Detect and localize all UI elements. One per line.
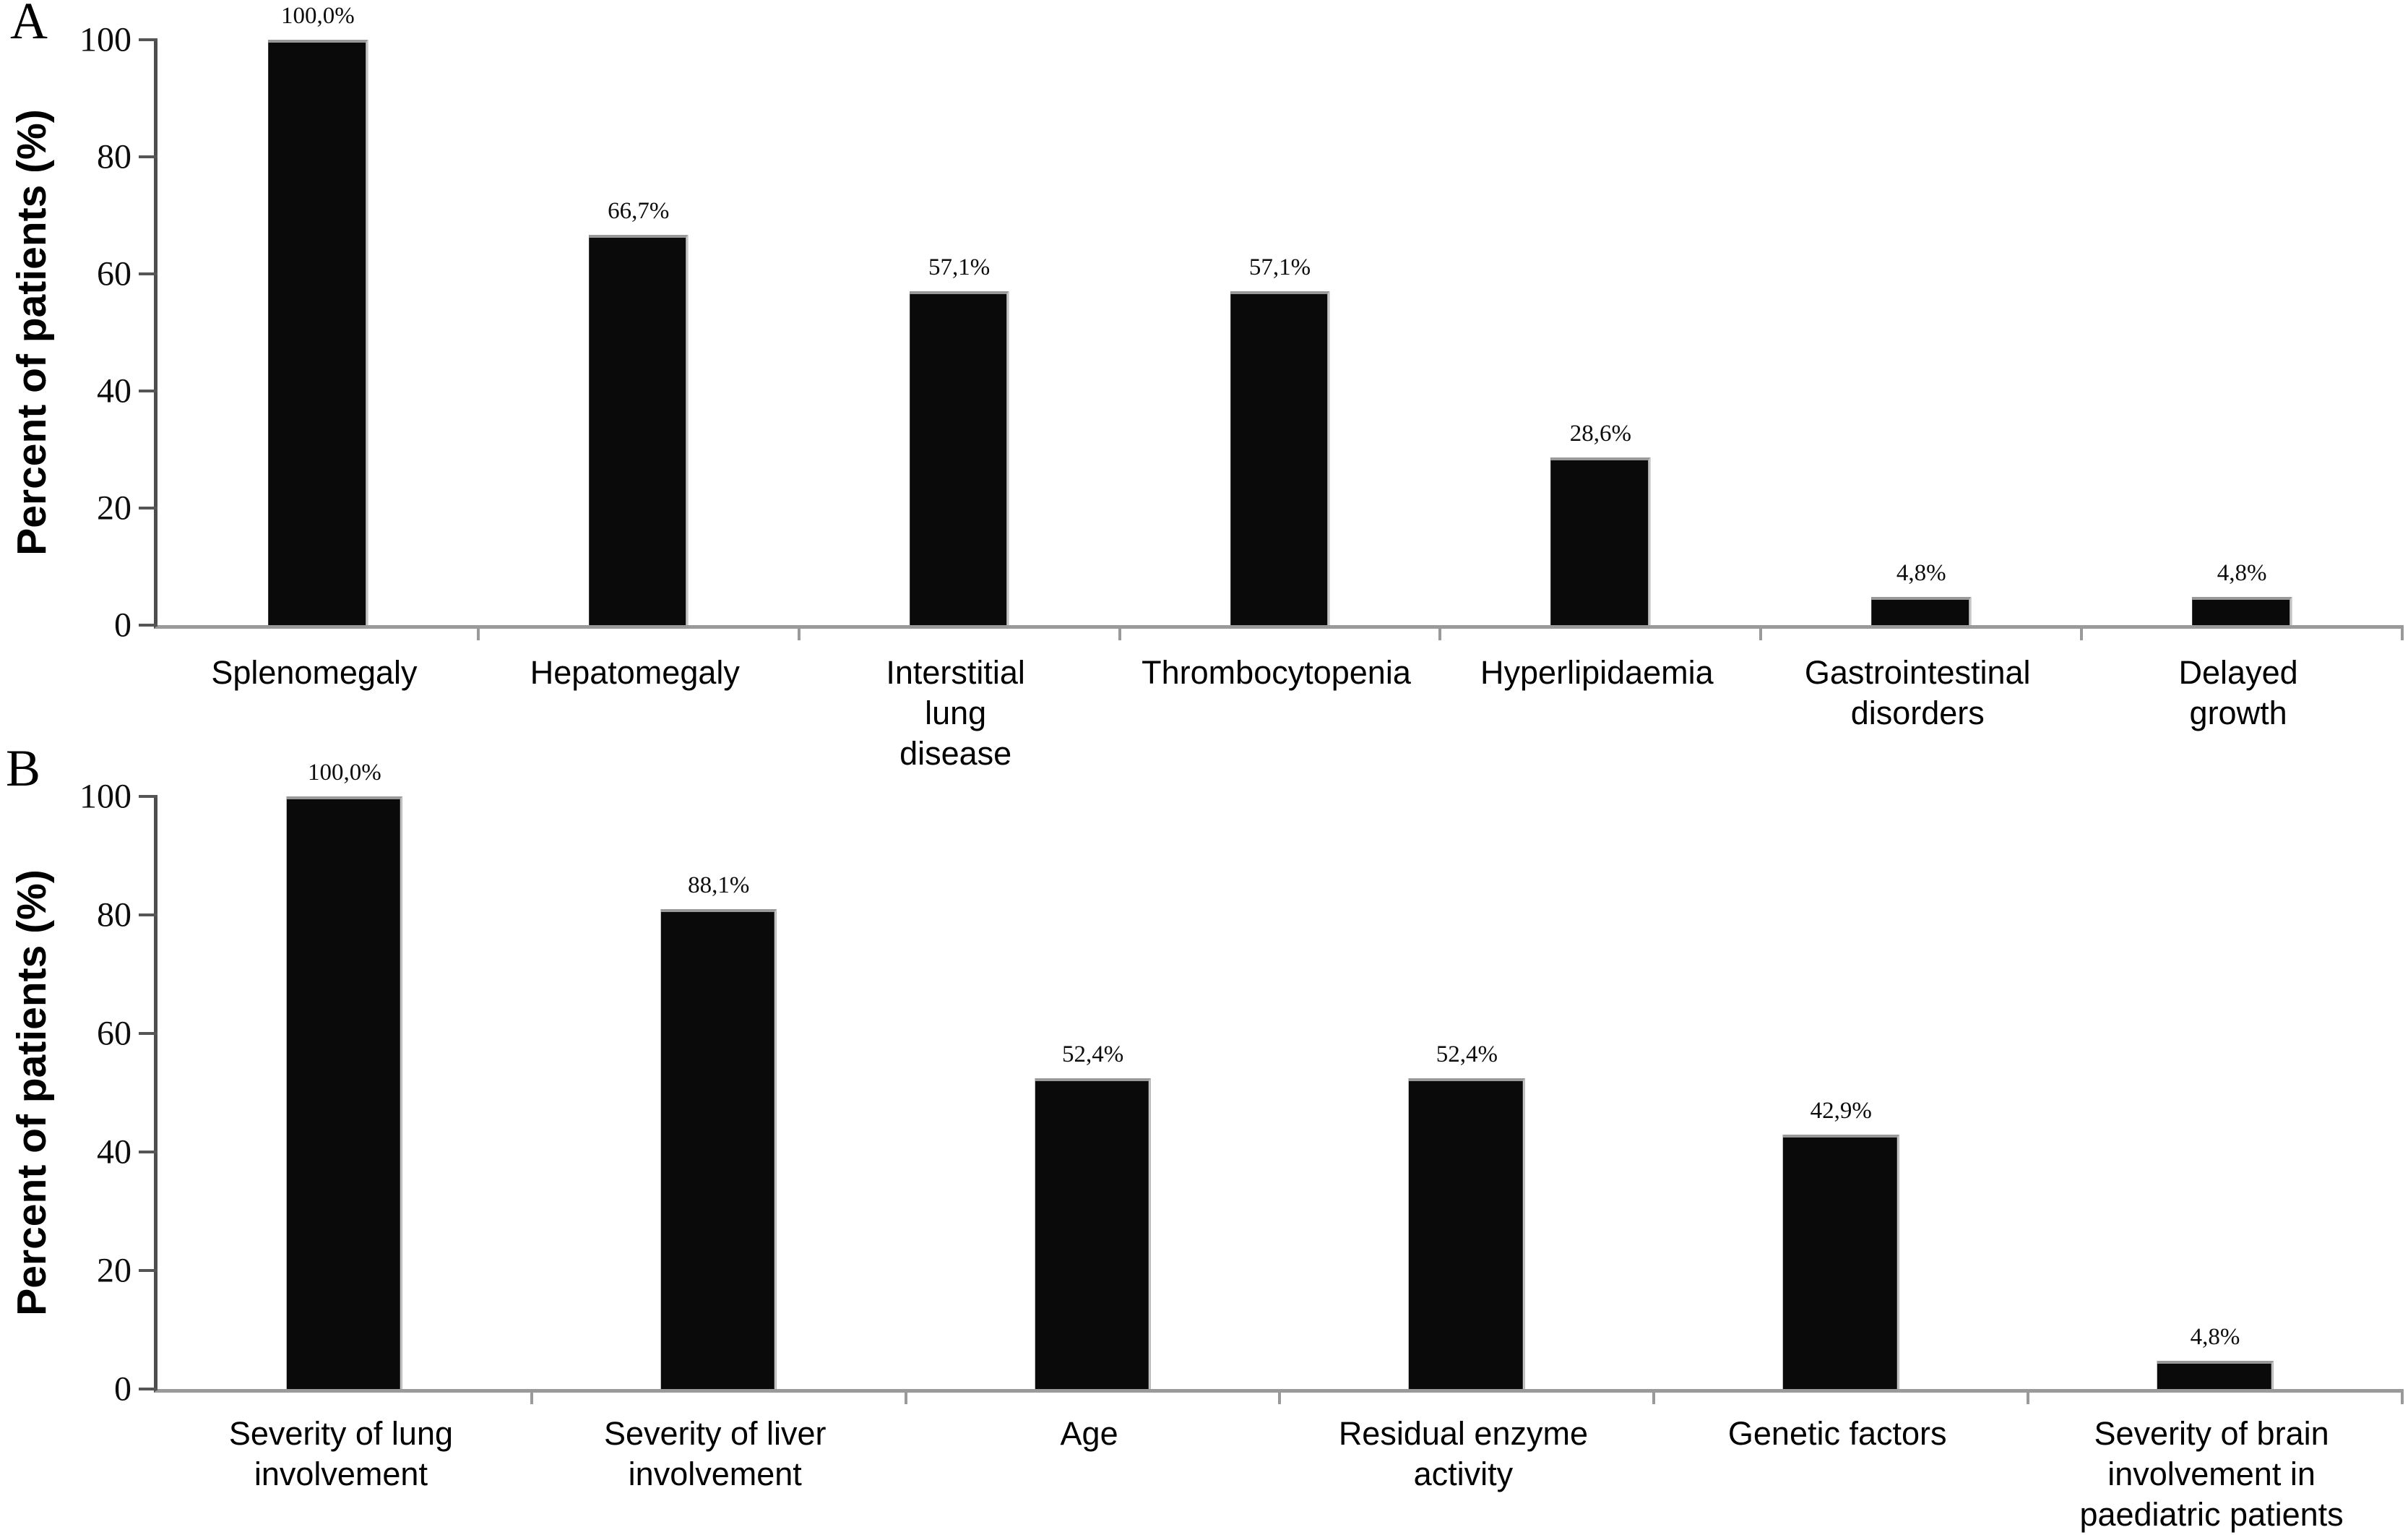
bar-value-label: 4,8% <box>1896 560 1946 587</box>
category-label-severity-of-liver-involvement: Severity of liver involvement <box>603 1415 827 1492</box>
y-tick-label: 80 <box>97 895 131 934</box>
bar-group-thrombocytopenia: 57,1% <box>1118 40 1441 640</box>
y-tick: 80 <box>97 896 157 934</box>
bar-value-label: 28,6% <box>1569 421 1631 447</box>
bar-severity-of-brain-involvement <box>2157 1360 2274 1389</box>
bar-value-label: 57,1% <box>1248 254 1311 280</box>
bar-value-label: 100,0% <box>308 760 381 786</box>
y-tick-label: 0 <box>114 606 131 645</box>
bar-group-residual-enzyme-activity: 52,4% <box>1278 796 1654 1404</box>
y-tick: 40 <box>97 372 157 410</box>
bar-interstitial-lung-disease <box>909 291 1009 625</box>
y-tick: 100 <box>79 778 157 816</box>
panel-b-category-labels: Severity of lung involvement Severity of… <box>154 1414 2399 1535</box>
category-label-severity-of-brain-involvement: Severity of brain involvement in paediat… <box>2079 1415 2344 1533</box>
bar-value-label: 100,0% <box>281 3 355 29</box>
y-tick: 40 <box>97 1133 157 1171</box>
category-label-delayed-growth: Delayed growth <box>2178 654 2298 731</box>
bar-gastrointestinal-disorders <box>1871 597 1972 625</box>
y-tick-label: 0 <box>114 1370 131 1409</box>
y-tick-label: 60 <box>97 254 131 293</box>
panel-b-plot: 0 20 40 60 80 100 100,0% 88,1% 52,4% 52,… <box>79 760 2404 1409</box>
y-tick-label: 80 <box>97 137 131 176</box>
category-label-hyperlipidaemia: Hyperlipidaemia <box>1480 654 1714 691</box>
bar-group-severity-of-brain-involvement: 4,8% <box>2027 796 2404 1404</box>
category-label-splenomegaly: Splenomegaly <box>211 654 418 691</box>
y-tick-label: 60 <box>97 1014 131 1053</box>
y-tick: 20 <box>97 489 157 528</box>
panel-a-plot: 0 20 40 60 80 100 100,0% 66,7% 57,1% 57,… <box>79 3 2404 645</box>
bar-group-age: 52,4% <box>904 796 1280 1404</box>
bar-age <box>1035 1078 1151 1389</box>
bar-group-gastrointestinal-disorders: 4,8% <box>1759 40 2081 640</box>
panel-b-y-axis-title: Percent of patients (%) <box>9 869 55 1316</box>
y-tick: 60 <box>97 1015 157 1053</box>
y-tick: 0 <box>114 1370 157 1409</box>
bar-group-delayed-growth: 4,8% <box>2080 40 2404 640</box>
category-label-gastrointestinal-disorders: Gastrointestinal disorders <box>1804 654 2031 731</box>
y-tick: 20 <box>97 1252 157 1290</box>
bar-residual-enzyme-activity <box>1409 1078 1525 1389</box>
bar-group-hepatomegaly: 66,7% <box>476 40 799 640</box>
bar-severity-of-lung-involvement <box>286 796 403 1389</box>
bar-hyperlipidaemia <box>1550 457 1651 625</box>
bar-value-label: 52,4% <box>1436 1041 1498 1068</box>
bar-genetic-factors <box>1782 1135 1899 1389</box>
y-tick-label: 40 <box>97 1132 131 1171</box>
bar-value-label: 57,1% <box>928 254 991 280</box>
y-tick: 60 <box>97 255 157 293</box>
y-tick-label: 20 <box>97 489 131 528</box>
category-label-genetic-factors: Genetic factors <box>1727 1415 1947 1452</box>
bar-thrombocytopenia <box>1230 291 1330 625</box>
bar-group-interstitial-lung-disease: 57,1% <box>797 40 1120 640</box>
panel-a-bars: 100,0% 66,7% 57,1% 57,1% 28,6% 4,8% <box>157 3 2404 640</box>
y-tick-label: 20 <box>97 1251 131 1290</box>
panel-a-y-axis-title: Percent of patients (%) <box>9 109 55 556</box>
category-label-age: Age <box>1060 1415 1118 1452</box>
panel-a-category-labels: Splenomegaly Hepatomegaly Interstitial l… <box>154 653 2399 774</box>
bar-value-label: 4,8% <box>2217 560 2267 587</box>
category-label-residual-enzyme-activity: Residual enzyme activity <box>1338 1415 1588 1492</box>
y-tick: 100 <box>79 21 157 59</box>
y-tick-label: 100 <box>79 777 131 816</box>
category-label-thrombocytopenia: Thrombocytopenia <box>1142 654 1411 691</box>
bar-group-splenomegaly: 100,0% <box>157 3 478 625</box>
y-tick-label: 100 <box>79 20 131 59</box>
category-label-interstitial-lung-disease: Interstitial lung disease <box>886 654 1025 772</box>
bar-group-genetic-factors: 42,9% <box>1652 796 2028 1404</box>
bar-value-label: 4,8% <box>2190 1323 2240 1350</box>
bar-group-hyperlipidaemia: 28,6% <box>1438 40 1761 640</box>
bar-severity-of-liver-involvement <box>660 908 777 1389</box>
bar-group-severity-of-lung-involvement: 100,0% <box>157 760 532 1389</box>
y-tick: 0 <box>114 606 157 645</box>
bar-value-label: 42,9% <box>1810 1098 1872 1125</box>
panel-b-bars: 100,0% 88,1% 52,4% 52,4% 42,9% 4,8% <box>157 760 2404 1404</box>
bar-splenomegaly <box>268 40 368 625</box>
y-tick: 80 <box>97 138 157 176</box>
y-tick-label: 40 <box>97 371 131 410</box>
category-label-severity-of-lung-involvement: Severity of lung involvement <box>228 1415 453 1492</box>
bar-delayed-growth <box>2192 597 2292 625</box>
category-label-hepatomegaly: Hepatomegaly <box>530 654 740 691</box>
bar-value-label: 66,7% <box>608 197 670 224</box>
bar-hepatomegaly <box>588 234 689 625</box>
panel-b-letter: B <box>6 739 41 797</box>
bar-value-label: 88,1% <box>688 872 750 898</box>
bar-value-label: 52,4% <box>1061 1041 1124 1068</box>
bar-group-severity-of-liver-involvement: 88,1% <box>530 796 906 1404</box>
panel-a-letter: A <box>10 0 48 50</box>
